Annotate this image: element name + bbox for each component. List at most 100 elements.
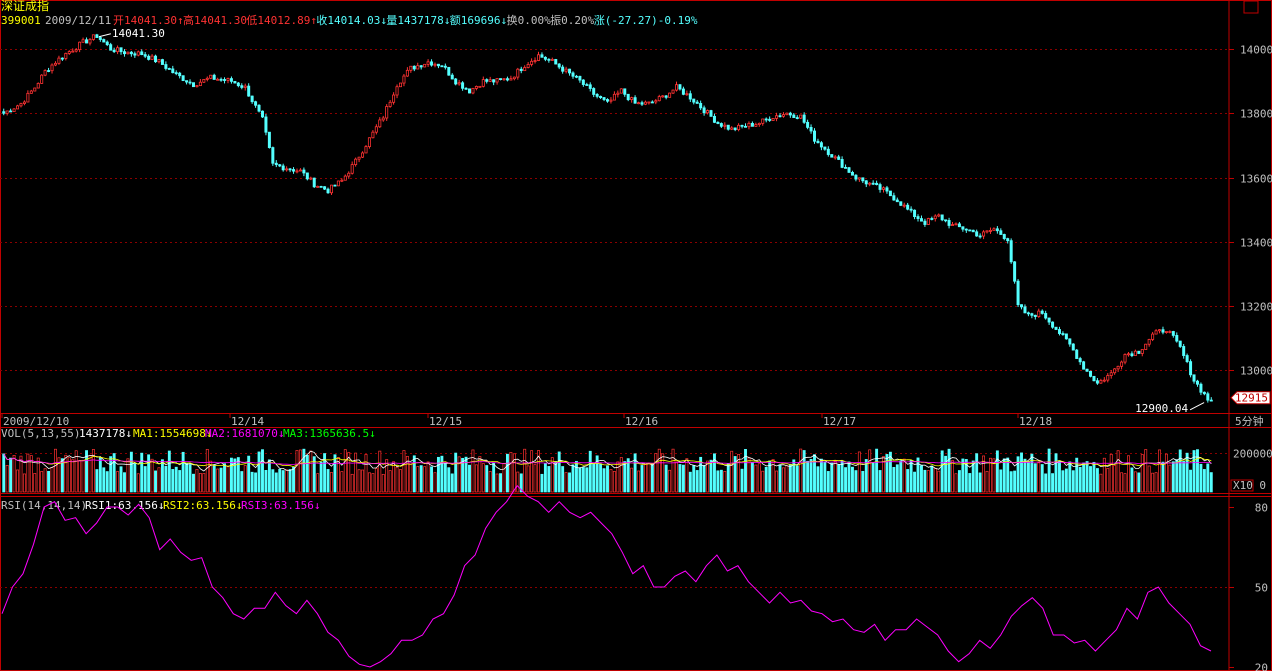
price-candle — [643, 101, 647, 105]
volume-bar — [657, 448, 661, 493]
volume-bar — [264, 470, 268, 493]
volume-bar — [209, 460, 213, 493]
quote-field: 低14012.89↑ — [246, 14, 317, 27]
price-candle — [1051, 321, 1055, 328]
volume-bar — [2, 453, 6, 493]
volume-bar — [395, 467, 399, 493]
volume-bar — [930, 465, 934, 493]
price-candle — [857, 177, 861, 180]
price-candle — [1126, 353, 1130, 356]
price-candle — [119, 47, 123, 53]
volume-bar — [212, 464, 216, 493]
price-candle — [440, 65, 444, 68]
price-candle — [354, 158, 358, 165]
volume-bar — [354, 452, 358, 493]
volume-bar — [1209, 472, 1213, 493]
window-close-button[interactable] — [1243, 0, 1259, 14]
price-candle — [940, 214, 944, 221]
price-candle — [816, 140, 820, 144]
volume-bar — [533, 464, 537, 493]
price-candle — [992, 228, 996, 231]
price-candle — [768, 118, 772, 121]
price-candle — [43, 70, 47, 76]
volume-bar — [288, 469, 292, 493]
volume-bar — [33, 473, 37, 493]
volume-bar — [195, 469, 199, 493]
volume-bar — [468, 464, 471, 493]
price-candle — [1016, 280, 1020, 306]
volume-bar — [1006, 457, 1010, 493]
price-candle — [64, 53, 68, 59]
price-candle — [581, 79, 585, 85]
price-candle — [1168, 331, 1172, 333]
price-candle — [1102, 379, 1106, 382]
volume-bar — [36, 457, 40, 493]
volume-bar — [1192, 450, 1196, 493]
volume-bar — [123, 472, 126, 493]
price-tick-label: 13600 — [1240, 173, 1272, 186]
volume-bar — [202, 473, 206, 493]
volume-bar — [895, 464, 899, 493]
quote-field: 量1437178↓ — [386, 14, 450, 27]
volume-bar — [229, 457, 233, 493]
price-candle — [292, 169, 296, 172]
rsi-tick-label: 80 — [1255, 502, 1268, 515]
price-candle — [236, 82, 240, 87]
price-candle — [892, 195, 896, 201]
volume-bar — [1082, 462, 1086, 493]
price-candle — [381, 117, 385, 121]
volume-bar — [523, 448, 527, 493]
volume-bar — [1009, 471, 1013, 493]
price-candle — [412, 65, 416, 70]
price-candle — [1089, 370, 1093, 377]
volume-bar — [305, 454, 309, 493]
price-candle — [602, 97, 606, 100]
volume-bar — [481, 463, 485, 493]
volume-bar — [1058, 460, 1061, 493]
price-candle — [464, 87, 468, 90]
price-candle — [1144, 343, 1148, 350]
volume-bar — [633, 453, 637, 493]
price-candle — [685, 93, 689, 96]
volume-bar — [16, 469, 19, 493]
price-candle — [402, 75, 406, 84]
price-candle — [1020, 304, 1024, 308]
price-candle — [533, 60, 537, 62]
price-candle — [754, 124, 758, 127]
price-candle — [436, 63, 440, 67]
volume-bar — [837, 464, 841, 493]
volume-bar — [550, 457, 554, 493]
price-candle — [536, 54, 540, 61]
volume-bar — [98, 457, 102, 493]
volume-bar — [105, 471, 109, 493]
volume-bar — [381, 473, 385, 493]
price-candle — [819, 142, 823, 148]
price-candle — [961, 226, 965, 230]
volume-bar — [702, 464, 706, 493]
price-candle — [1189, 361, 1193, 376]
volume-bar — [785, 465, 789, 493]
price-candle — [19, 103, 23, 107]
volume-bar — [1064, 468, 1068, 493]
volume-bar — [129, 451, 133, 493]
price-candle — [1171, 331, 1175, 336]
price-candle — [257, 104, 261, 112]
price-candle — [740, 124, 744, 127]
volume-bar — [385, 459, 389, 493]
price-candle — [716, 121, 720, 124]
time-axis-label: 12/18 — [1019, 415, 1052, 428]
price-candle — [1161, 329, 1165, 333]
price-candle — [557, 63, 561, 68]
rsi-indicator-label: RSI(14,14,14) — [1, 499, 87, 512]
price-candle — [309, 177, 313, 180]
price-candle — [585, 84, 589, 86]
volume-bar — [433, 472, 437, 493]
price-candle — [371, 131, 375, 139]
price-candle — [975, 231, 979, 237]
volume-bar — [205, 448, 209, 493]
volume-bar — [612, 471, 616, 493]
volume-bar — [233, 458, 237, 493]
volume-bar — [47, 470, 51, 493]
price-candle — [288, 168, 292, 171]
price-candle — [509, 78, 513, 81]
